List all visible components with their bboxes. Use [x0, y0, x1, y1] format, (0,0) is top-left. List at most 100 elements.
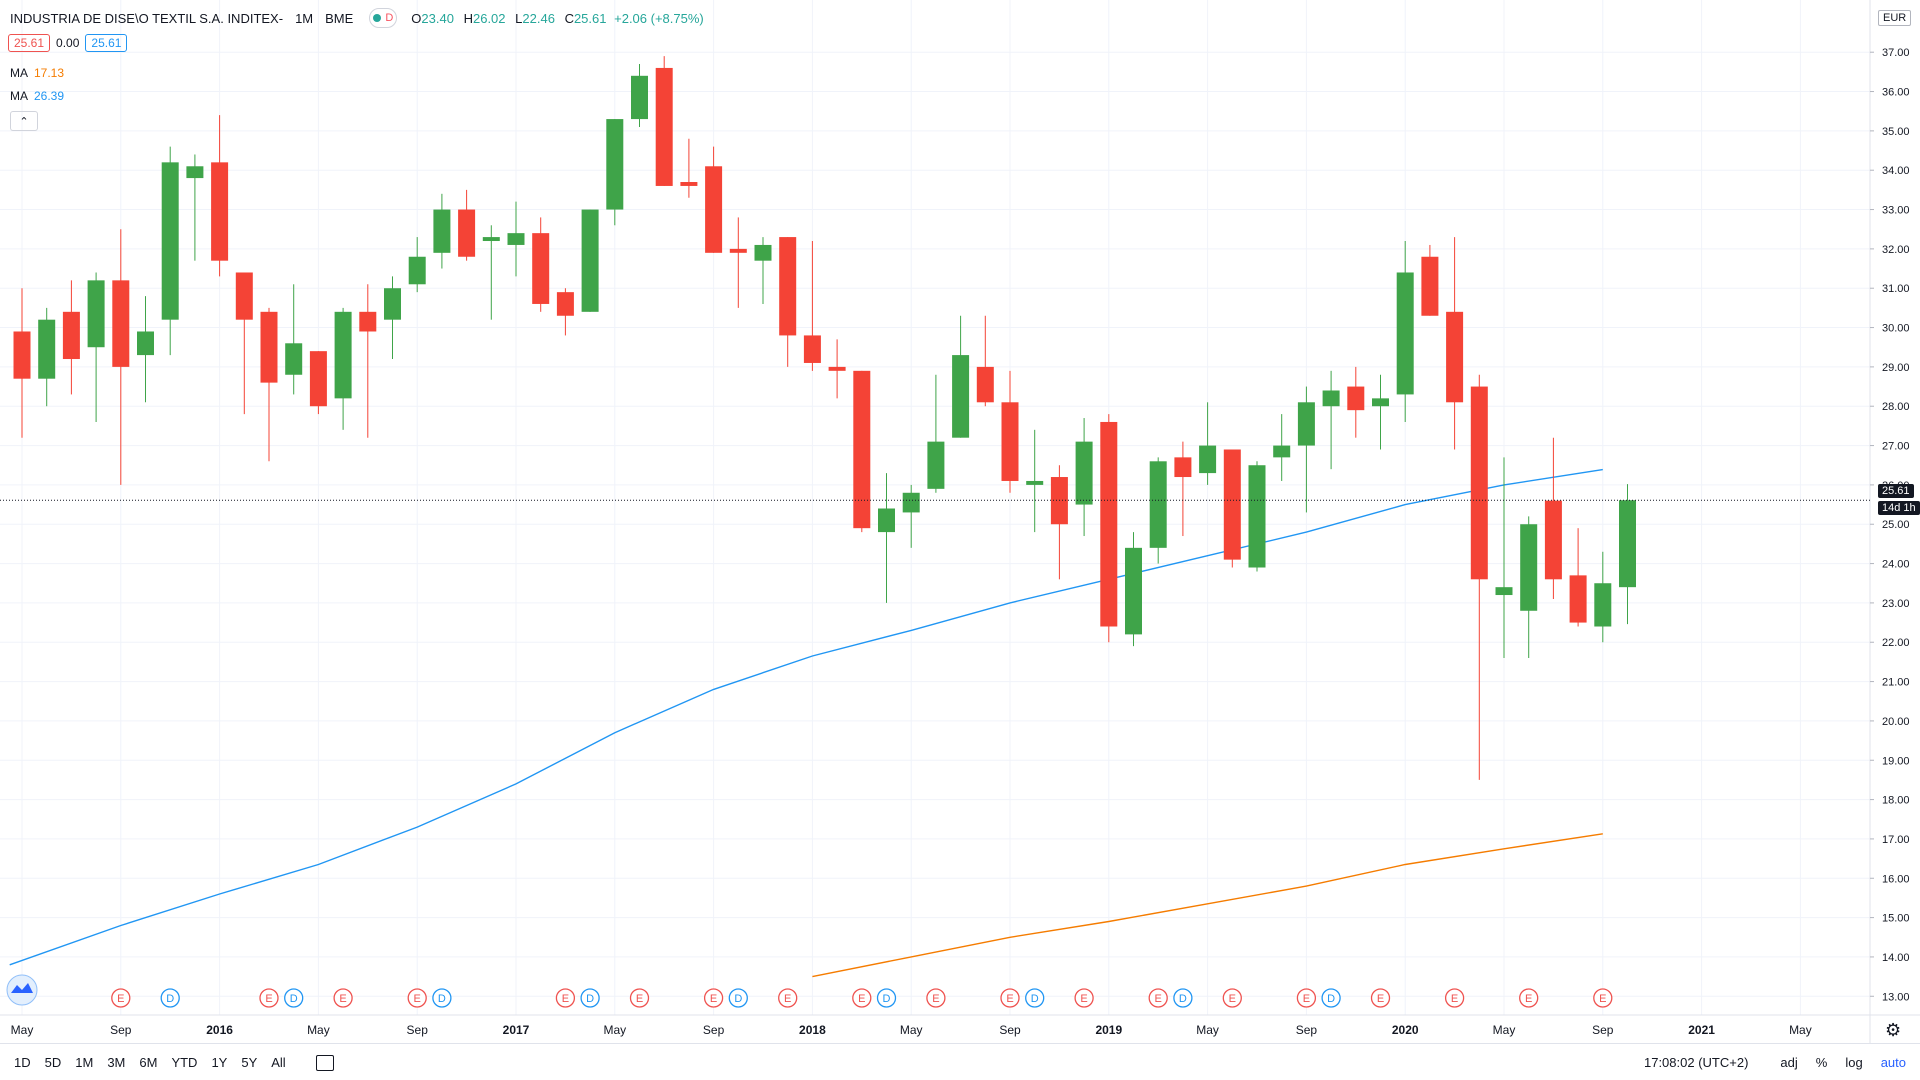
dividend-marker[interactable] [580, 988, 600, 1008]
earnings-marker[interactable] [1148, 988, 1168, 1008]
timeframe-1m[interactable]: 1M [75, 1055, 94, 1070]
timeframe-3m[interactable]: 3M [107, 1055, 126, 1070]
earnings-marker[interactable] [852, 988, 872, 1008]
y-tick-label: 24.00 [1882, 559, 1910, 571]
candle-body [1273, 445, 1291, 458]
earnings-marker[interactable] [1222, 988, 1242, 1008]
earnings-marker[interactable] [259, 988, 279, 1008]
high-key: H [463, 10, 473, 26]
x-tick-label: Sep [1592, 1023, 1614, 1037]
earnings-marker[interactable] [1296, 988, 1317, 1008]
candle-body [631, 75, 648, 120]
x-tick-label: May [1493, 1023, 1516, 1037]
ma-label: MA [10, 89, 28, 103]
open-key: O [411, 10, 422, 26]
earnings-marker[interactable] [407, 988, 427, 1008]
candle-body [976, 366, 994, 403]
candle-body [112, 280, 130, 367]
dividend-marker[interactable] [1321, 988, 1341, 1008]
candle-body [1569, 575, 1587, 623]
earnings-marker[interactable] [333, 988, 353, 1008]
buy-price[interactable]: 25.61 [85, 34, 128, 52]
earnings-marker[interactable] [1074, 988, 1094, 1008]
change-value: +2.06 (+8.75%) [614, 10, 704, 26]
candle-body [1544, 500, 1562, 580]
candle-body [334, 311, 352, 399]
timeframe-5y[interactable]: 5Y [241, 1055, 258, 1070]
earnings-marker[interactable] [778, 988, 798, 1008]
interval-label[interactable]: 1M [295, 10, 314, 26]
x-tick-label: 2016 [206, 1023, 233, 1037]
earnings-marker[interactable] [555, 988, 576, 1008]
currency-label[interactable]: EUR [1878, 10, 1912, 26]
earnings-marker[interactable] [111, 988, 131, 1008]
x-tick-label: 2019 [1095, 1023, 1122, 1037]
earnings-marker[interactable] [629, 988, 650, 1008]
earnings-marker[interactable] [1444, 988, 1465, 1008]
event-marker-label: E [1080, 993, 1087, 1005]
earnings-marker[interactable] [1593, 988, 1613, 1008]
timeframe-ytd[interactable]: YTD [171, 1055, 198, 1070]
earnings-marker[interactable] [1370, 988, 1391, 1008]
ma-legend-row[interactable]: MA 26.39 [10, 89, 64, 103]
y-tick-label: 17.00 [1882, 834, 1910, 846]
event-marker-label: E [932, 993, 939, 1005]
candle-body [729, 248, 747, 253]
sell-price[interactable]: 25.61 [8, 34, 51, 52]
dividend-marker[interactable] [1025, 988, 1045, 1008]
dividend-marker[interactable] [728, 988, 748, 1008]
dividend-marker[interactable] [876, 988, 897, 1008]
timeframe-6m[interactable]: 6M [139, 1055, 158, 1070]
x-tick-label: May [603, 1023, 626, 1037]
price-chart[interactable]: 13.00 14.00 15.00 16.00 17.00 18.00 19.00 20.00… [0, 0, 1920, 1043]
ma-legend-row[interactable]: MA 17.13 [10, 66, 64, 80]
earnings-marker[interactable] [1000, 988, 1020, 1008]
earnings-marker[interactable] [1519, 988, 1539, 1008]
candle-body [705, 166, 723, 253]
symbol-title[interactable]: INDUSTRIA DE DISE\O TEXTIL S.A. INDITEX- [10, 10, 284, 26]
logo-wave-icon [11, 983, 33, 993]
event-marker-label: E [1525, 993, 1532, 1005]
timeframe-all[interactable]: All [271, 1055, 286, 1070]
dividend-marker[interactable] [160, 988, 180, 1008]
y-tick-label: 29.00 [1882, 362, 1910, 374]
event-marker-label: D [883, 993, 891, 1005]
y-tick-label: 15.00 [1882, 913, 1910, 925]
y-tick-label: 33.00 [1882, 205, 1910, 217]
candle-body [1322, 390, 1340, 407]
x-tick-label: Sep [1296, 1023, 1318, 1037]
event-marker-label: D [166, 993, 174, 1005]
timeframe-5d[interactable]: 5D [44, 1055, 62, 1070]
clock-time[interactable]: 17:08:02 (UTC+2) [1643, 1055, 1749, 1070]
adj-toggle[interactable]: adj [1780, 1055, 1798, 1070]
auto-toggle[interactable]: auto [1880, 1055, 1906, 1070]
footer-controls: 17:08:02 (UTC+2) adj % log auto [1644, 1044, 1920, 1080]
earnings-marker[interactable] [703, 988, 724, 1008]
calendar-range-icon[interactable] [315, 1054, 334, 1071]
chevron-up-icon[interactable]: ⌃ [10, 111, 38, 131]
candle-body [1495, 587, 1513, 596]
earnings-marker[interactable] [926, 988, 946, 1008]
dividend-marker[interactable] [1173, 988, 1193, 1008]
dividend-marker[interactable] [432, 988, 452, 1008]
timeframe-1y[interactable]: 1Y [211, 1055, 228, 1070]
percent-toggle[interactable]: % [1815, 1055, 1828, 1070]
log-toggle[interactable]: log [1845, 1055, 1863, 1070]
event-marker-label: E [784, 993, 791, 1005]
candle-body [309, 351, 327, 407]
candle-body [1026, 480, 1044, 485]
candle-body [1149, 461, 1167, 548]
candle-body [655, 67, 673, 186]
visibility-toggle[interactable]: D [369, 8, 398, 28]
flag-letter: D [385, 12, 394, 24]
y-tick-label: 32.00 [1882, 244, 1910, 256]
gear-icon[interactable]: ⚙ [1885, 1020, 1902, 1040]
x-tick-label: May [307, 1023, 330, 1037]
candle-body [754, 244, 772, 261]
event-marker-label: E [1155, 993, 1162, 1005]
x-tick-label: 2021 [1688, 1023, 1715, 1037]
candle-body [13, 331, 31, 379]
dividend-marker[interactable] [284, 988, 304, 1008]
event-marker-label: D [1031, 993, 1039, 1005]
timeframe-1d[interactable]: 1D [14, 1055, 31, 1070]
